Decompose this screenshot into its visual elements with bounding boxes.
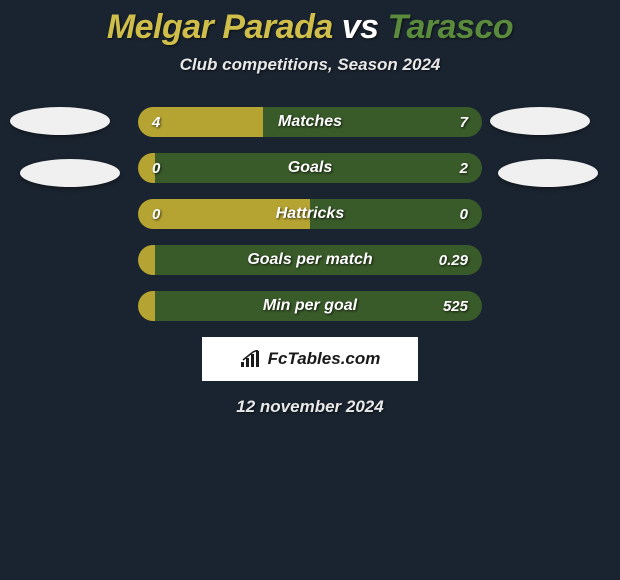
stat-value-right: 0.29 (439, 245, 468, 275)
stat-value-right: 2 (460, 153, 468, 183)
stat-value-right: 0 (460, 199, 468, 229)
page-title: Melgar Parada vs Tarasco (0, 8, 620, 47)
stat-label: Goals (138, 153, 482, 183)
stat-row: Goals0 2 (138, 153, 482, 183)
player-a-name: Melgar Parada (107, 8, 333, 46)
stat-value-left: 0 (152, 199, 160, 229)
decor-ellipse-2 (490, 107, 590, 135)
stat-value-left: 4 (152, 107, 160, 137)
stat-label: Goals per match (138, 245, 482, 275)
decor-ellipse-3 (498, 159, 598, 187)
bar-rows: Matches47Goals02Hattricks00Goals per mat… (138, 107, 482, 321)
stat-label: Min per goal (138, 291, 482, 321)
stat-value-right: 7 (460, 107, 468, 137)
decor-ellipse-0 (10, 107, 110, 135)
vs-text: vs (333, 8, 388, 46)
date-text: 12 november 2024 (0, 397, 620, 417)
player-b-name: Tarasco (388, 8, 514, 46)
stat-value-left: 0 (152, 153, 160, 183)
infographic-root: Melgar Parada vs Tarasco Club competitio… (0, 0, 620, 417)
chart-icon (240, 350, 262, 368)
stat-label: Hattricks (138, 199, 482, 229)
stat-label: Matches (138, 107, 482, 137)
stat-value-right: 525 (443, 291, 468, 321)
stat-row: Hattricks0 0 (138, 199, 482, 229)
stat-row: Matches4 7 (138, 107, 482, 137)
chart-area: Matches47Goals02Hattricks00Goals per mat… (0, 107, 620, 321)
brand-text: FcTables.com (268, 349, 381, 369)
subtitle: Club competitions, Season 2024 (0, 55, 620, 75)
stat-row: Goals per match0.29 (138, 245, 482, 275)
stat-row: Min per goal525 (138, 291, 482, 321)
brand-logo: FcTables.com (202, 337, 418, 381)
decor-ellipse-1 (20, 159, 120, 187)
